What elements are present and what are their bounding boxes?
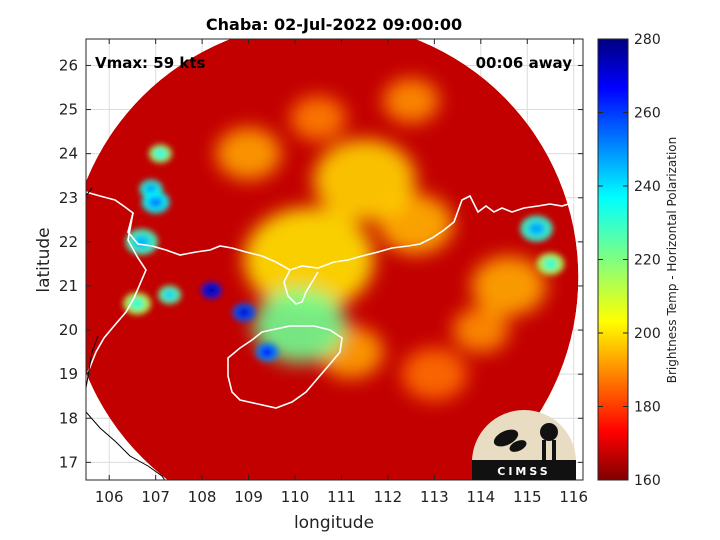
colorbar-ticks: 160 180 200 220 240 260 280 <box>598 32 661 489</box>
borders <box>86 187 166 480</box>
colorbar-tick-label: 220 <box>634 253 661 269</box>
x-tick-label: 114 <box>466 488 495 506</box>
x-tick-label: 112 <box>374 488 403 506</box>
tb-feature <box>290 96 347 141</box>
y-tick-labels: 17 18 19 20 21 22 23 24 25 26 <box>59 56 78 471</box>
y-tick-label: 20 <box>59 321 78 339</box>
x-tick-label: 110 <box>281 488 310 506</box>
coastline-vietnam <box>87 212 147 373</box>
tb-core <box>543 258 558 270</box>
y-tick-label: 25 <box>59 101 78 119</box>
axes-frame <box>85 38 584 481</box>
tb-core <box>206 286 217 295</box>
x-tick-label: 109 <box>234 488 263 506</box>
brightness-field <box>86 39 583 480</box>
y-tick-label: 17 <box>59 453 78 471</box>
convection-features <box>216 78 546 401</box>
colorbar-tick-label: 200 <box>634 326 661 342</box>
tb-feature <box>216 127 282 180</box>
tb-core <box>238 307 250 318</box>
y-tick-label: 21 <box>59 277 78 295</box>
chart-title: Chaba: 02-Jul-2022 09:00:00 <box>206 15 462 34</box>
coastline-china <box>86 191 583 271</box>
tb-feature <box>313 139 416 221</box>
tb-feature <box>243 207 374 312</box>
tb-core <box>261 347 273 357</box>
x-tick-label: 111 <box>327 488 356 506</box>
cimss-logo: CIMSS <box>472 410 576 480</box>
coastline-hainan <box>227 325 343 409</box>
tb-feature <box>471 256 546 316</box>
colorbar-tick-label: 240 <box>634 179 661 195</box>
vmax-annotation: Vmax: 59 kts <box>95 54 205 72</box>
tb-core <box>130 298 145 310</box>
x-axis-label: longitude <box>294 513 374 533</box>
colorbar-tick-label: 280 <box>634 32 661 48</box>
border-north <box>86 187 93 197</box>
x-tick-label: 116 <box>559 488 588 506</box>
tb-core <box>163 290 176 300</box>
convection-cores <box>123 144 565 362</box>
coastlines <box>86 191 583 409</box>
x-tick-label: 107 <box>141 488 170 506</box>
colorbar-label: Brightness Temp - Horizontal Polarizatio… <box>665 137 679 384</box>
y-tick-label: 23 <box>59 189 78 207</box>
tb-feature <box>383 78 440 124</box>
x-tick-labels: 106 107 108 109 110 111 112 113 114 115 116 <box>95 488 588 506</box>
coastline-leizhou <box>283 269 319 305</box>
tb-core <box>528 222 545 236</box>
colorbar-tick-label: 160 <box>634 473 661 489</box>
logo-text: CIMSS <box>497 465 550 478</box>
border-laos-vietnam <box>86 411 166 480</box>
border-vietnam-coast-south <box>86 335 99 389</box>
y-tick-label: 22 <box>59 233 78 251</box>
y-tick-label: 24 <box>59 145 78 163</box>
tb-core <box>154 149 167 159</box>
y-tick-label: 26 <box>59 56 78 74</box>
time-away-annotation: 00:06 away <box>476 54 573 72</box>
tb-feature <box>401 348 467 401</box>
tb-feature <box>452 307 509 353</box>
tb-core <box>148 196 163 208</box>
colorbar-tick-label: 180 <box>634 400 661 416</box>
x-tick-label: 115 <box>513 488 542 506</box>
x-tick-label: 108 <box>188 488 217 506</box>
x-tick-label: 113 <box>420 488 449 506</box>
y-tick-label: 19 <box>59 365 78 383</box>
colorbar-tick-label: 260 <box>634 106 661 122</box>
y-axis-label: latitude <box>34 227 54 292</box>
x-tick-label: 106 <box>95 488 124 506</box>
y-tick-label: 18 <box>59 409 78 427</box>
